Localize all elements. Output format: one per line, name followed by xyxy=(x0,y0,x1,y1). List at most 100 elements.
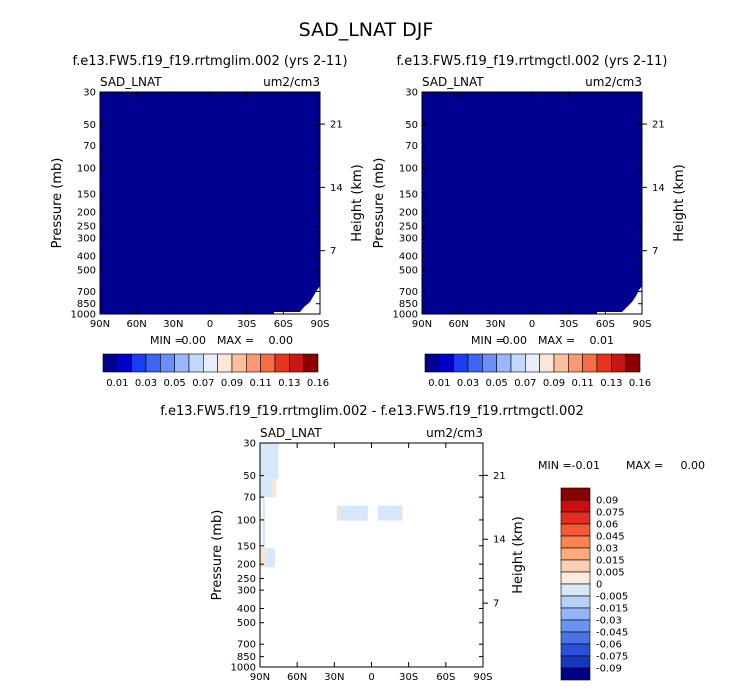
panel-1-max-value: 0.00 xyxy=(269,334,294,347)
panel-2-xtick-label: 0 xyxy=(529,319,535,330)
panel-1-surface-edge xyxy=(274,286,320,314)
panel-3-ylabel-right: Height (km) xyxy=(511,516,526,593)
panel-3-colorbar-label: -0.005 xyxy=(596,592,628,603)
panel-3-ytick-label: 850 xyxy=(237,652,256,663)
panel-1-ytick-label: 100 xyxy=(77,164,96,175)
panel-3-ytick-label: 70 xyxy=(243,493,256,504)
panel-1: f.e13.FW5.f19_f19.rrtmglim.002 (yrs 2-11… xyxy=(50,54,365,389)
panel-2-colorbar-box xyxy=(568,353,583,373)
panel-3-colorbar: 0.090.0750.060.0450.030.0150.0050-0.005-… xyxy=(560,487,628,681)
panel-2-colorbar-box xyxy=(467,353,483,373)
panel-3-anomaly-cell xyxy=(266,547,275,568)
panel-3-colorbar-box xyxy=(560,643,591,657)
panel-2-colorbar-label: 0.16 xyxy=(629,378,651,389)
panel-3-colorbar-label: 0.03 xyxy=(596,544,618,555)
panel-1-colorbar-box xyxy=(246,353,261,373)
panel-1-xtick-label: 90S xyxy=(310,319,329,330)
panel-1-colorbar-box xyxy=(203,353,218,373)
panel-2-ytick-label: 250 xyxy=(399,222,418,233)
panel-1-ytick-label: 500 xyxy=(77,266,96,277)
panel-3-colorbar-box xyxy=(560,607,591,621)
panel-2-min-value: 0.00 xyxy=(503,334,528,347)
panel-3-xtick-label: 60S xyxy=(436,672,455,683)
panel-2-ytick-label: 30 xyxy=(405,88,418,99)
panel-2-xtick-label: 30N xyxy=(485,319,505,330)
panel-2-colorbar-box xyxy=(553,353,569,373)
panel-2-colorbar-box xyxy=(625,353,641,373)
panel-3-anomaly-cell xyxy=(260,547,267,568)
panel-3-ytick-right-label: 14 xyxy=(493,535,506,546)
panel-2-ytick-label: 1000 xyxy=(393,310,418,321)
panel-2-ytick-label: 50 xyxy=(405,120,418,131)
panel-2-colorbar-box xyxy=(582,353,598,373)
panel-3-colorbar-box xyxy=(560,571,591,585)
panel-2-colorbar-label: 0.03 xyxy=(457,378,479,389)
panel-3-ytick-label: 150 xyxy=(237,541,256,552)
panel-3-anomaly-cell xyxy=(260,443,279,480)
panel-3-anomaly-cell xyxy=(336,505,340,521)
panel-1-xtick-label: 60S xyxy=(274,319,293,330)
panel-3-title: f.e13.FW5.f19_f19.rrtmglim.002 - f.e13.F… xyxy=(160,404,584,419)
panel-1-field xyxy=(100,92,320,314)
panel-2-ytick-label: 200 xyxy=(399,208,418,219)
panel-1-colorbar-box xyxy=(217,353,233,373)
panel-2-min-label: MIN = xyxy=(471,334,505,347)
panel-3-colorbar-box xyxy=(560,487,591,501)
panel-2-ylabel-right: Height (km) xyxy=(672,164,687,241)
main-title: SAD_LNAT DJF xyxy=(299,19,434,41)
panel-1-min-value: 0.00 xyxy=(182,334,207,347)
panel-3-colorbar-box xyxy=(560,499,591,513)
panel-1-min-label: MIN = xyxy=(150,334,184,347)
panel-1-colorbar-label: 0.01 xyxy=(106,378,128,389)
panel-3-xtick-label: 60N xyxy=(287,672,307,683)
panel-2-ytick-label: 70 xyxy=(405,141,418,152)
panel-1-units: um2/cm3 xyxy=(263,75,320,89)
panel-1-title: f.e13.FW5.f19_f19.rrtmglim.002 (yrs 2-11… xyxy=(72,54,347,69)
panel-1-ytick-label: 700 xyxy=(77,287,96,298)
panel-1-colorbar-box xyxy=(174,353,190,373)
panel-3-anomaly-regions xyxy=(260,443,403,568)
panel-1-ytick-label: 30 xyxy=(83,88,96,99)
panel-3-ytick-label: 100 xyxy=(237,515,256,526)
panel-3-colorbar-box xyxy=(560,583,591,597)
panel-1-ytick-label: 300 xyxy=(77,233,96,244)
panel-3-min-value: -0.01 xyxy=(572,459,600,472)
panel-1-colorbar-box xyxy=(274,353,290,373)
panel-3-anomaly-cell xyxy=(272,479,277,498)
panel-3-colorbar-box xyxy=(560,511,591,525)
panel-3-ytick-label: 1000 xyxy=(231,663,256,674)
panel-1-colorbar-box xyxy=(102,353,118,373)
panel-3-colorbar-label: 0.015 xyxy=(596,556,625,567)
panel-3-colorbar-box xyxy=(560,547,591,561)
panel-1-colorbar-box xyxy=(303,353,319,373)
panel-3-ylabel: Pressure (mb) xyxy=(210,510,225,601)
panel-1-colorbar-label: 0.05 xyxy=(164,378,186,389)
panel-3-ytick-right-label: 21 xyxy=(493,471,506,482)
panel-2-colorbar-box xyxy=(453,353,469,373)
panel-1-colorbar-box xyxy=(188,353,204,373)
panel-1-ytick-right-label: 21 xyxy=(330,120,343,131)
panel-3-max-value: 0.00 xyxy=(681,459,706,472)
panel-2-max-value: 0.01 xyxy=(590,334,615,347)
panel-3-colorbar-label: -0.015 xyxy=(596,604,628,615)
panel-2-title: f.e13.FW5.f19_f19.rrtmgctl.002 (yrs 2-11… xyxy=(396,54,667,69)
panel-2-xtick-label: 30S xyxy=(559,319,578,330)
panel-3-ytick-label: 700 xyxy=(237,640,256,651)
panel-1-ytick-label: 1000 xyxy=(71,310,96,321)
panel-3: f.e13.FW5.f19_f19.rrtmglim.002 - f.e13.F… xyxy=(160,404,705,683)
panel-3-colorbar-box xyxy=(560,619,591,633)
panel-2-xtick-label: 90S xyxy=(632,319,651,330)
panel-3-ytick-label: 50 xyxy=(243,471,256,482)
panel-2-field xyxy=(422,92,642,314)
panel-2-ytick-label: 100 xyxy=(399,164,418,175)
panel-2-colorbar: 0.01 0.03 0.05 0.07 0.09 0.11 0.13 0.16 xyxy=(424,353,651,389)
panel-2-ytick-label: 150 xyxy=(399,189,418,200)
panel-3-colorbar-label: 0.045 xyxy=(596,532,625,543)
panel-3-colorbar-box xyxy=(560,535,591,549)
panel-1-ytick-right-label: 7 xyxy=(330,246,336,257)
panel-2-units: um2/cm3 xyxy=(585,75,642,89)
panel-3-colorbar-box xyxy=(560,631,591,645)
panel-1-colorbar-label: 0.03 xyxy=(135,378,157,389)
panel-1-colorbar-label: 0.13 xyxy=(278,378,300,389)
panel-2: f.e13.FW5.f19_f19.rrtmgctl.002 (yrs 2-11… xyxy=(372,54,687,389)
